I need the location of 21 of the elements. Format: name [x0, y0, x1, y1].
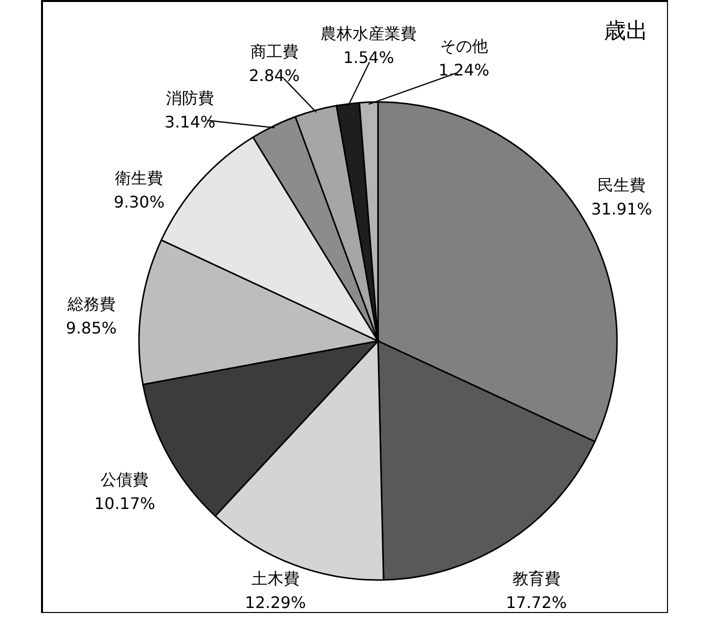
data-label: 9.85%	[66, 318, 117, 338]
slice-label: 土木費	[251, 569, 300, 588]
data-label: 3.14%	[164, 112, 216, 132]
data-label: 10.17%	[94, 494, 156, 514]
data-label: 2.84%	[248, 66, 300, 86]
data-label: 31.91%	[591, 199, 652, 218]
slice-label: 衛生費	[115, 168, 164, 188]
data-label: 1.24%	[438, 60, 490, 80]
slice-label: 民生費	[598, 175, 646, 194]
data-label: 12.29%	[244, 593, 306, 612]
slice-label: その他	[440, 36, 488, 56]
data-label: 1.54%	[343, 48, 394, 68]
data-label: 9.30%	[114, 192, 165, 212]
slice-label: 消防費	[166, 88, 214, 108]
slice-label: 教育費	[512, 569, 560, 588]
slice-label: 農林水産業費	[320, 24, 417, 44]
slice-label: 総務費	[66, 294, 116, 314]
slice-label: 商工費	[250, 42, 298, 62]
slice-label: 公債費	[100, 470, 149, 490]
chart-title: 歳出	[604, 19, 648, 44]
data-label: 17.72%	[506, 593, 567, 612]
